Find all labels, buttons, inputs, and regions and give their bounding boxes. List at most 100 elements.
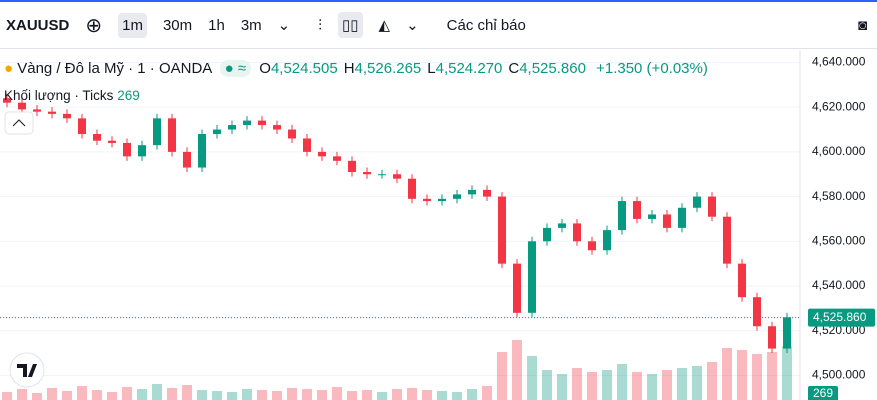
candle-body bbox=[318, 151, 326, 157]
dropdown[interactable]: ⌄ bbox=[406, 17, 419, 34]
candle bbox=[213, 125, 221, 139]
add-button[interactable]: ⊕ bbox=[85, 14, 103, 37]
candle bbox=[753, 292, 761, 331]
volume-bar bbox=[257, 390, 267, 400]
candle-body bbox=[753, 297, 761, 327]
bars-icon[interactable]: ⫶ bbox=[318, 16, 323, 34]
last-price-box bbox=[808, 308, 875, 327]
volume-bar bbox=[497, 352, 507, 400]
candle-body bbox=[678, 207, 686, 228]
candle-body bbox=[723, 216, 731, 264]
volume-bar bbox=[752, 354, 762, 400]
candle bbox=[603, 225, 611, 255]
candle bbox=[153, 113, 161, 150]
candle-body bbox=[693, 196, 701, 208]
candle bbox=[738, 259, 746, 302]
candle-body bbox=[93, 134, 101, 141]
volume-bar bbox=[197, 390, 207, 400]
volume-bar bbox=[347, 391, 357, 400]
interval[interactable]: 30m bbox=[162, 16, 193, 34]
volume-bar bbox=[617, 364, 627, 400]
volume-bar bbox=[602, 370, 612, 400]
candle-body bbox=[3, 98, 11, 103]
volume-bar bbox=[107, 392, 117, 400]
candle bbox=[438, 194, 446, 206]
candle bbox=[573, 218, 581, 246]
candle bbox=[33, 104, 41, 117]
candle-body bbox=[33, 109, 41, 112]
indicators[interactable]: Các chỉ báo bbox=[446, 16, 526, 34]
candle-body bbox=[588, 241, 596, 251]
candle bbox=[18, 98, 26, 114]
volume-bar bbox=[632, 372, 642, 400]
candles-icon[interactable]: ▯▯ bbox=[338, 12, 363, 38]
volume-bar bbox=[647, 374, 657, 400]
ohlc-key: H bbox=[343, 60, 355, 77]
dropdown[interactable]: ⌄ bbox=[277, 17, 291, 34]
volume-bar bbox=[782, 346, 792, 400]
volume-bar bbox=[137, 389, 147, 400]
candle-body bbox=[573, 223, 581, 242]
collapse-icon bbox=[12, 119, 26, 127]
volume-legend: Khối lượng · Ticks 269 bbox=[4, 88, 140, 103]
y-tick-label: 4,580.000 bbox=[812, 189, 866, 203]
interval[interactable]: 1h bbox=[208, 16, 225, 34]
candle bbox=[378, 169, 386, 179]
volume-bar bbox=[722, 348, 732, 400]
ohlc-key: O bbox=[259, 60, 271, 77]
candle-body bbox=[738, 263, 746, 298]
candle bbox=[3, 93, 11, 108]
candle bbox=[288, 125, 296, 143]
volume-bar bbox=[272, 391, 282, 400]
volume-bar bbox=[692, 366, 702, 400]
volume-bar bbox=[302, 389, 312, 400]
candle-body bbox=[18, 102, 26, 110]
interval[interactable]: 3m bbox=[240, 16, 262, 34]
candle bbox=[243, 116, 251, 130]
candle-body bbox=[123, 142, 131, 157]
volume-bar bbox=[212, 391, 222, 400]
volume-bar bbox=[47, 388, 57, 400]
symbol[interactable]: XAUUSD bbox=[6, 16, 70, 34]
volume-bar bbox=[287, 388, 297, 400]
volume-bar bbox=[182, 385, 192, 400]
candle-body bbox=[648, 214, 656, 219]
candle-body bbox=[438, 198, 446, 202]
volume-bar bbox=[437, 391, 447, 400]
candle bbox=[783, 312, 791, 354]
candle bbox=[348, 156, 356, 177]
instrument: Vàng / Đô la Mỹ · 1 · OANDA bbox=[17, 60, 212, 77]
candle-body bbox=[498, 196, 506, 264]
ohlc-value: 4,524.505 bbox=[270, 60, 338, 77]
snapshot[interactable]: ◙ bbox=[857, 16, 867, 34]
area-icon[interactable]: ◭ bbox=[378, 17, 391, 34]
toolbar: XAUUSD ⊕ 1m 30m 1h 3m ⌄ ⫶ ▯▯ ◭ ⌄ Các chỉ… bbox=[0, 0, 877, 49]
candle bbox=[318, 147, 326, 161]
candle bbox=[483, 185, 491, 202]
volume-bar bbox=[707, 362, 717, 400]
candle bbox=[303, 134, 311, 157]
candle bbox=[363, 167, 371, 179]
candle bbox=[48, 107, 56, 119]
candle bbox=[708, 192, 716, 222]
candle bbox=[333, 151, 341, 166]
volume-bar bbox=[542, 370, 552, 400]
volume-bar bbox=[122, 387, 132, 400]
candle bbox=[93, 129, 101, 146]
candle-body bbox=[153, 118, 161, 146]
y-tick-label: 4,640.000 bbox=[812, 55, 866, 69]
volume-bar bbox=[92, 390, 102, 400]
candle bbox=[258, 116, 266, 130]
interval[interactable]: 1m bbox=[118, 12, 147, 38]
candle-body bbox=[543, 227, 551, 242]
candle-body bbox=[273, 125, 281, 130]
candle-body bbox=[768, 326, 776, 349]
candle-body bbox=[258, 120, 266, 126]
candle bbox=[648, 210, 656, 224]
candle-body bbox=[528, 241, 536, 313]
candle bbox=[408, 174, 416, 204]
candle bbox=[138, 140, 146, 161]
volume-bar bbox=[317, 390, 327, 400]
candle-body bbox=[468, 189, 476, 195]
candle bbox=[78, 113, 86, 139]
